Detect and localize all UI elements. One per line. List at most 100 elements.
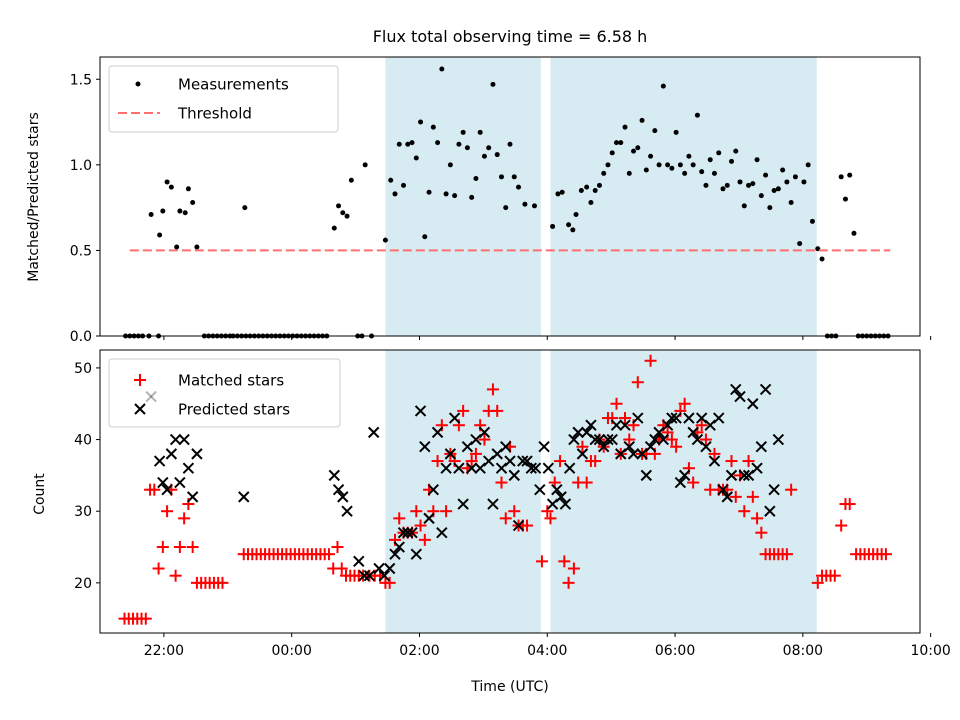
matched-stars-point (695, 419, 708, 432)
measurement-point (592, 188, 598, 194)
predicted-stars-point (410, 548, 422, 560)
matched-stars-point (738, 505, 751, 518)
predicted-stars-point (555, 491, 567, 503)
measurement-point (469, 194, 475, 200)
matched-stars-point (508, 505, 521, 518)
matched-stars-point (699, 433, 712, 446)
matched-stars-point (431, 455, 444, 468)
matched-stars-point (410, 505, 423, 518)
predicted-stars-point (529, 462, 542, 474)
matched-stars-point (156, 541, 169, 554)
matched-stars-point (486, 383, 499, 396)
measurement-point (699, 169, 705, 175)
predicted-stars-point (512, 519, 525, 532)
matched-stars-point (558, 555, 571, 568)
matched-stars-point (828, 569, 841, 582)
matched-stars-point (440, 505, 453, 518)
measurement-point (486, 145, 492, 151)
matched-stars-point (335, 562, 348, 575)
measurement-point (405, 141, 411, 147)
predicted-stars-point (764, 505, 776, 517)
measurement-point (784, 179, 790, 185)
matched-stars-point (729, 490, 742, 503)
predicted-stars-point (169, 433, 182, 446)
measurement-point (481, 153, 487, 159)
measurement-point (177, 208, 183, 214)
measurement-point (340, 210, 346, 216)
matched-stars-point (418, 533, 431, 546)
measurement-point (596, 182, 602, 188)
measurement-point (694, 112, 700, 118)
predicted-stars-point (332, 484, 345, 496)
measurement-point (780, 167, 786, 173)
y-tick-label: 50 (74, 361, 92, 377)
predicted-stars-point (717, 484, 729, 496)
measurement-point (677, 162, 683, 168)
matched-stars-point (541, 505, 554, 518)
predicted-stars-point (440, 462, 452, 474)
measurement-point (336, 203, 342, 209)
legend-measurements-marker (135, 81, 141, 87)
measurement-point (622, 124, 628, 130)
measurement-point (331, 225, 337, 231)
matched-stars-point (393, 512, 406, 525)
count-marks (118, 354, 892, 625)
measurement-point (588, 199, 594, 205)
measurement-point (578, 188, 584, 194)
matched-stars-point (173, 541, 186, 554)
predicted-stars-point (632, 412, 644, 424)
measurement-point (851, 230, 857, 236)
predicted-stars-point (353, 555, 365, 568)
x-tick-label: 08:00 (783, 643, 823, 659)
panel-ratio: 0.0 0.5 1.0 1.5 Matched/Predicted stars Mea… (26, 56, 932, 345)
figure-title: Flux total observing time = 6.58 h (373, 27, 648, 46)
predicted-stars-point (738, 469, 750, 482)
predicted-stars-point (627, 448, 640, 460)
matched-stars-point (521, 519, 534, 532)
predicted-stars-point (363, 569, 376, 582)
predicted-stars-point (378, 569, 391, 582)
y-tick-label: 30 (74, 504, 92, 520)
legend-predicted-marker (134, 403, 146, 415)
predicted-stars-point (436, 526, 448, 539)
measurement-point (348, 177, 354, 183)
predicted-stars-point (683, 412, 695, 424)
matched-stars-point (331, 541, 344, 554)
measurement-point (746, 182, 752, 188)
predicted-stars-point (178, 433, 190, 446)
predicted-stars-point (585, 419, 597, 431)
measurement-point (665, 162, 671, 168)
predicted-stars-point (238, 491, 250, 503)
matched-stars-point (755, 526, 768, 539)
measurement-point (707, 157, 713, 163)
predicted-stars-point (367, 426, 380, 439)
matched-stars-point (610, 397, 623, 410)
predicted-stars-point (610, 419, 623, 431)
measurement-point (601, 170, 607, 176)
matched-stars-point (178, 512, 191, 525)
predicted-stars-point (687, 426, 699, 439)
matched-stars-point (186, 541, 199, 554)
count-y-axis: 20 30 40 50 (74, 361, 100, 592)
measurement-point (838, 174, 844, 180)
predicted-stars-point (397, 526, 410, 539)
measurement-point (413, 155, 419, 161)
predicted-stars-point (487, 498, 499, 510)
matched-stars-point (742, 455, 755, 468)
measurement-point (573, 211, 579, 217)
measurement-point (447, 162, 453, 168)
measurement-point (443, 191, 449, 197)
predicted-stars-point (174, 476, 186, 489)
measurement-point (503, 205, 509, 211)
y-tick-label: 1.0 (70, 158, 92, 174)
y-tick-label: 40 (74, 433, 92, 449)
legend-measurements-label: Measurements (178, 76, 289, 94)
measurement-point (388, 177, 394, 183)
matched-stars-point (322, 548, 335, 561)
measurement-point (490, 81, 496, 87)
x-tick-label: 10:00 (910, 643, 950, 659)
predicted-stars-point (700, 441, 712, 453)
predicted-stars-point (145, 390, 157, 403)
measurement-point (460, 129, 466, 135)
observing-windows (385, 57, 817, 336)
